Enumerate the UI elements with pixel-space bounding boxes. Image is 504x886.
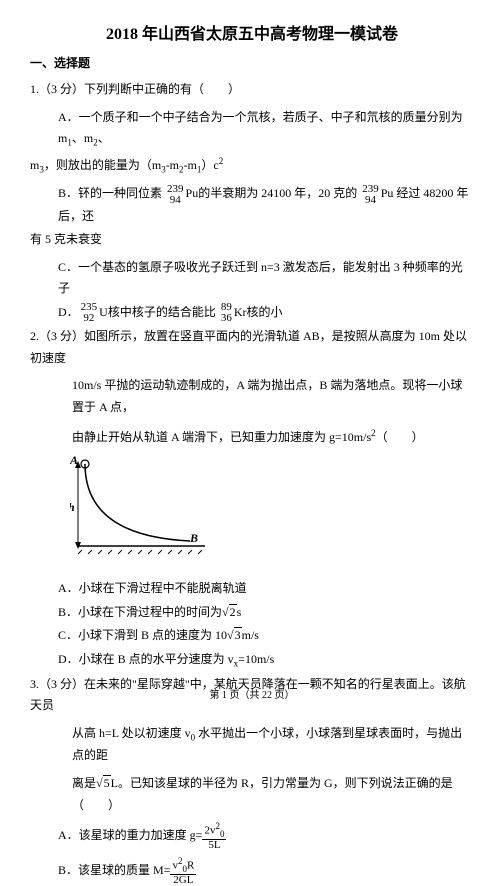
sub: 0 xyxy=(220,829,225,839)
q1-num: 1.（3 分）下列判断中正确的有（ ） xyxy=(30,82,240,96)
text: -m xyxy=(184,158,197,172)
text: C．小球下滑到 B 点的速度为 10 xyxy=(58,628,227,642)
text: =10m/s xyxy=(238,652,274,666)
numerator: 2v20 xyxy=(202,822,226,840)
nuclide: 23994 xyxy=(165,184,186,206)
q1-optB: B．钚的一种同位素 23994Pu的半衰期为 24100 年，20 克的 239… xyxy=(30,183,474,227)
nuclide: 23994 xyxy=(360,184,381,206)
atomic-num: 94 xyxy=(165,195,186,206)
text: ）c xyxy=(201,158,218,172)
text: 的半衰期为 24100 年，20 克的 xyxy=(198,186,360,200)
text: 离是 xyxy=(72,776,96,790)
q2-optD: D．小球在 B 点的水平分速度为 vx=10m/s xyxy=(30,649,474,672)
label-h: h xyxy=(70,500,75,514)
atomic-num: 94 xyxy=(360,195,381,206)
mass-num: 239 xyxy=(360,184,381,195)
section-header: 一、选择题 xyxy=(30,54,474,71)
q1-optD: D．23592U核中核子的结合能比 8936Kr核的小 xyxy=(30,302,474,324)
text: B．该星球的质量 M= xyxy=(58,863,170,877)
sqrt-val: 5 xyxy=(103,775,111,790)
q2-optA: A．小球在下滑过程中不能脱离轨道 xyxy=(30,578,474,600)
atomic-num: 36 xyxy=(219,313,234,324)
text: m xyxy=(30,158,39,172)
denominator: 5L xyxy=(202,840,226,851)
text: D． xyxy=(58,305,79,319)
text: s xyxy=(237,605,242,619)
denominator: 2GL xyxy=(170,875,196,886)
q3-line3: 离是 5L。已知该星球的半径为 R，引力常量为 G，则下列说法正确的是（ ） xyxy=(30,773,474,816)
text: A．该星球的重力加速度 g= xyxy=(58,828,202,842)
text: ，则放出的能量为（m xyxy=(44,158,161,172)
numerator: v20R xyxy=(170,857,196,875)
text: B．小球在下滑过程中的时间为 xyxy=(58,605,222,619)
q2-diagram: A B h xyxy=(70,456,474,570)
page-footer: 第 1 页（共 22 页） xyxy=(0,686,504,701)
text: B．钚的一种同位素 xyxy=(58,186,165,200)
question-2: 2.（3 分）如图所示，放置在竖直平面内的光滑轨道 AB，是按照从高度为 10m… xyxy=(30,326,474,369)
nuclide: 8936 xyxy=(219,302,234,324)
text: D．小球在 B 点的水平分速度为 v xyxy=(58,652,234,666)
q2-line2: 10m/s 平抛的运动轨迹制成的，A 端为抛出点，B 端为落地点。现将一小球置于… xyxy=(30,375,474,418)
q2-optB: B．小球在下滑过程中的时间为 2s xyxy=(30,602,474,624)
element: Pu xyxy=(381,186,394,200)
text: 从高 h=L 处以初速度 v xyxy=(72,726,191,740)
q2-optC: C．小球下滑到 B 点的速度为 10 3m/s xyxy=(30,625,474,647)
question-1: 1.（3 分）下列判断中正确的有（ ） xyxy=(30,79,474,101)
q1-optA: A．一个质子和一个中子结合为一个氘核，若质子、中子和氘核的质量分别为 m1、m2… xyxy=(30,107,474,151)
q3-optA: A．该星球的重力加速度 g=2v205L xyxy=(30,822,474,851)
sqrt-val: 3 xyxy=(234,627,242,642)
text: 核的小 xyxy=(247,305,283,319)
label-A: A xyxy=(70,456,78,467)
q1-optB-line2: 有 5 克未衰变 xyxy=(30,229,474,251)
exam-title: 2018 年山西省太原五中高考物理一模试卷 xyxy=(30,20,474,44)
element: U xyxy=(99,305,108,319)
text: L。已知该星球的半径为 R，引力常量为 G，则下列说法正确的是（ ） xyxy=(72,776,453,812)
text: A．一个质子和一个中子结合为一个氘核，若质子、中子和氘核的质量分别为 m xyxy=(58,110,463,146)
element: Pu xyxy=(186,186,199,200)
text: m/s xyxy=(242,628,259,642)
sqrt: 3 xyxy=(227,625,242,647)
text: 、 xyxy=(98,131,110,145)
text: 核中核子的结合能比 xyxy=(108,305,219,319)
text: -m xyxy=(166,158,179,172)
sup: 2 xyxy=(219,156,224,166)
q3-optB: B．该星球的质量 M=v20R2GL xyxy=(30,857,474,886)
text: 、m xyxy=(72,131,93,145)
q2-line3: 由静止开始从轨道 A 端滑下，已知重力加速度为 g=10m/s2（ ） xyxy=(30,425,474,449)
text: R xyxy=(187,860,194,872)
element: Kr xyxy=(234,305,247,319)
q1-optC: C．一个基态的氢原子吸收光子跃迁到 n=3 激发态后，能发射出 3 种频率的光子 xyxy=(30,257,474,300)
text: 由静止开始从轨道 A 端滑下，已知重力加速度为 g=10m/s xyxy=(72,430,371,444)
fraction: 2v205L xyxy=(202,822,226,851)
text: （ ） xyxy=(376,430,424,444)
label-B: B xyxy=(189,531,198,545)
sqrt: 2 xyxy=(222,602,237,624)
text: 2v xyxy=(204,825,215,837)
sqrt-val: 2 xyxy=(229,604,237,619)
mass-num: 239 xyxy=(165,184,186,195)
q3-line2: 从高 h=L 处以初速度 v0 水平抛出一个小球，小球落到星球表面时，与抛出点的… xyxy=(30,723,474,767)
fraction: v20R2GL xyxy=(170,857,196,886)
sqrt: 5 xyxy=(96,773,111,795)
q1-optA-line2: m3，则放出的能量为（m3-m2-m1）c2 xyxy=(30,153,474,178)
atomic-num: 92 xyxy=(79,313,100,324)
nuclide: 23592 xyxy=(79,302,100,324)
